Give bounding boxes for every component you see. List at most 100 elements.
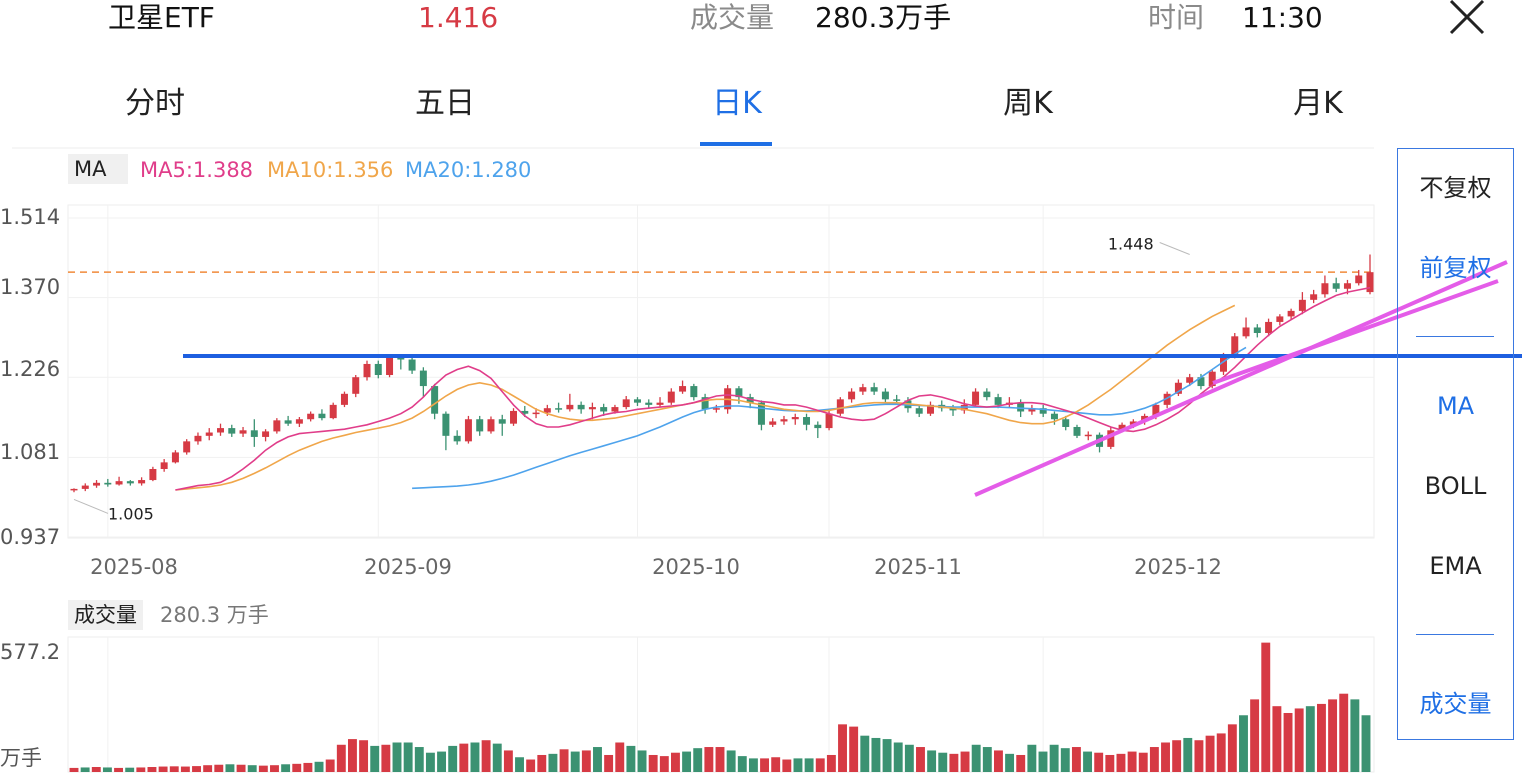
volume-bar [1250, 699, 1260, 772]
candle-body [712, 408, 720, 410]
no-adjust-option[interactable]: 不复权 [1419, 174, 1492, 202]
volume-bar [581, 750, 591, 772]
volume-bar [893, 742, 903, 772]
volume-bar [748, 758, 758, 772]
chart-grid [12, 147, 1375, 773]
volume-bar [69, 767, 79, 772]
candle-body [1265, 321, 1273, 333]
candle-body [1186, 377, 1194, 383]
tab-intraday[interactable]: 分时 [125, 86, 185, 121]
volume-bar [1227, 724, 1237, 772]
volume-bar [336, 744, 346, 772]
candle-body [521, 410, 529, 414]
candle-body [171, 452, 179, 463]
candle-body [983, 391, 991, 398]
candle-body [656, 402, 664, 405]
candle-body [791, 417, 799, 420]
volume-bar [704, 747, 714, 772]
candle-body [217, 428, 224, 433]
high-annotation-label: 1.448 [1108, 234, 1154, 253]
candle-body [453, 435, 461, 442]
candle-body [588, 407, 596, 410]
tab-five-day[interactable]: 五日 [415, 86, 475, 121]
ma-indicator-option[interactable]: MA [1436, 392, 1475, 420]
low-annotation-label: 1.005 [108, 504, 154, 523]
x-tick-label: 2025-11 [874, 555, 962, 579]
candle-body [780, 419, 788, 422]
volume-bar [1205, 735, 1215, 772]
candle-body [374, 363, 382, 376]
volume-bar [102, 767, 112, 772]
volume-label: 成交量 [690, 1, 775, 34]
ma-legend-box: MA [68, 154, 128, 184]
candle-body [825, 413, 833, 429]
candle-body [1321, 283, 1329, 295]
close-icon[interactable] [1448, 0, 1486, 36]
tab-daily-k[interactable]: 日K [712, 86, 762, 121]
candle-body [419, 370, 427, 387]
candle-body [81, 485, 89, 489]
volume-bar [715, 747, 725, 772]
volume-bar [537, 754, 547, 772]
security-name: 卫星ETF [108, 1, 215, 34]
candle-body [70, 488, 78, 491]
volume-bar [693, 748, 703, 772]
candle-body [1231, 336, 1239, 356]
volume-bar [437, 751, 447, 772]
volume-bar [325, 759, 335, 772]
tab-weekly-k[interactable]: 周K [1003, 86, 1053, 121]
candle-body [1017, 402, 1025, 412]
volume-bar [615, 742, 625, 772]
volume-bar [670, 752, 680, 772]
candle-body [487, 419, 495, 432]
candle-body [1287, 310, 1295, 317]
candle-body [239, 430, 247, 434]
y-tick-label: 1.081 [0, 440, 61, 464]
tab-monthly-k[interactable]: 月K [1293, 86, 1343, 121]
volume-bar [682, 751, 692, 772]
volume-bar [916, 747, 925, 772]
volume-bar [158, 766, 168, 772]
side-separator [1416, 634, 1494, 635]
volume-bar [1027, 744, 1037, 772]
candle-body [115, 481, 123, 485]
ema-indicator-option[interactable]: EMA [1429, 552, 1482, 580]
candle-body [307, 413, 315, 420]
candle-body [532, 412, 540, 415]
candle-body [757, 402, 765, 425]
candle-body [870, 387, 878, 392]
volume-bar [481, 740, 491, 772]
candle-body [386, 357, 394, 376]
candle-body [543, 408, 551, 413]
volume-bar [659, 756, 669, 772]
boll-indicator-option[interactable]: BOLL [1424, 472, 1487, 500]
candle-body [205, 432, 213, 436]
candle-body [836, 399, 844, 414]
candle-body [1208, 371, 1216, 387]
volume-bar [760, 758, 770, 772]
volume-indicator-option[interactable]: 成交量 [1419, 690, 1492, 718]
price-plot-frame [67, 204, 1375, 539]
volume-bar [503, 750, 513, 772]
forward-adjust-option[interactable]: 前复权 [1419, 254, 1492, 282]
candle-body [149, 468, 157, 481]
low-annotation-leader [73, 498, 109, 514]
candle-body [949, 408, 957, 411]
candle-body [329, 404, 337, 419]
volume-bar [949, 753, 959, 772]
candle-body [1366, 272, 1374, 293]
y-tick-label: 1.514 [0, 205, 61, 229]
ma10-legend: MA10:1.356 [267, 158, 394, 182]
volume-bar [381, 744, 391, 772]
candle-body [442, 413, 450, 436]
volume-bar [515, 757, 524, 772]
volume-bar [470, 742, 480, 772]
candle-body [577, 404, 585, 410]
volume-bar [1328, 699, 1338, 772]
volume-bar [726, 750, 736, 772]
trend-line [1212, 279, 1499, 385]
candle-body [104, 482, 112, 485]
candle-body [701, 397, 709, 410]
candle-body [138, 480, 146, 484]
